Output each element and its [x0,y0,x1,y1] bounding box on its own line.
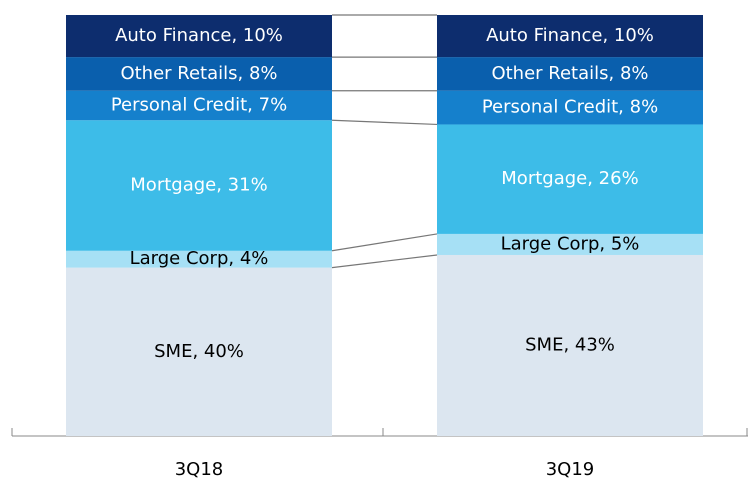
bar-segment [437,90,703,125]
data-label: SME, 40% [154,341,244,362]
bar-segment [66,57,332,91]
data-label: Other Retails, 8% [491,63,648,84]
bar-segment [66,267,332,436]
data-label: Mortgage, 26% [501,168,638,189]
bar-segment [66,120,332,251]
x-tick-label: 3Q18 [175,459,224,480]
data-label: Auto Finance, 10% [486,25,654,46]
data-label: Mortgage, 31% [130,175,267,196]
data-label: SME, 43% [525,334,615,355]
bar-segment [437,233,703,255]
data-label: Large Corp, 5% [501,233,640,254]
bar-segment [437,254,703,436]
bar-segment [66,15,332,58]
data-label: Personal Credit, 7% [111,95,287,116]
connector-line [331,233,438,252]
data-label: Personal Credit, 8% [482,97,658,118]
bar-segment [437,57,703,91]
connector-line [331,119,438,126]
data-label: Other Retails, 8% [120,63,277,84]
bar-segment [437,124,703,234]
data-label: Auto Finance, 10% [115,25,283,46]
data-label: Large Corp, 4% [130,248,269,269]
x-tick-label: 3Q19 [546,459,595,480]
bar-segment [66,250,332,268]
connector-line [331,254,438,269]
bar-segment [437,15,703,58]
bar-segment [66,90,332,121]
